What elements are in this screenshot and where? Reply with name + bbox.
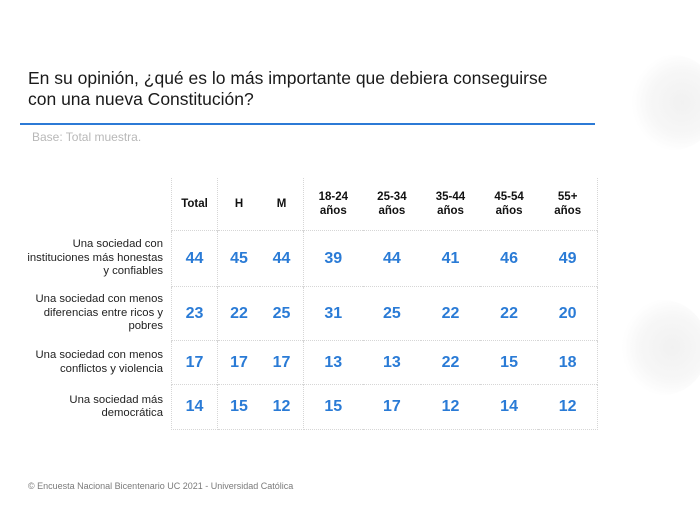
value-cell-m: 17 [260, 340, 304, 385]
row-label: Una sociedad más democrática [20, 385, 172, 430]
background-decoration [628, 55, 700, 150]
table-row: Una sociedad con menos conflictos y viole… [20, 340, 598, 385]
value-cell-18-24: 13 [303, 340, 363, 385]
column-header-text: M [276, 198, 287, 210]
value-cell-55-plus: 18 [538, 340, 598, 385]
value-cell-25-34: 13 [362, 340, 422, 385]
question-title: En su opinión, ¿qué es lo más importante… [28, 68, 588, 110]
table-header-row: Total H M 18-24 años 25-34 años 35-44 [20, 178, 598, 231]
row-label: Una sociedad con instituciones más honest… [20, 231, 172, 287]
column-header-subtext: años [437, 205, 464, 217]
column-header-subtext: años [554, 205, 582, 217]
row-label-line: y confiables [103, 265, 163, 278]
value-cell-35-44: 12 [421, 384, 480, 430]
value-cell-35-44: 22 [421, 340, 480, 385]
row-label-line: pobres [128, 320, 163, 333]
column-header-m: M [260, 178, 304, 231]
row-label-line: instituciones más honestas [27, 251, 163, 264]
table-row: Una sociedad con menos diferencias entre … [20, 286, 598, 341]
value-cell-total: 44 [171, 230, 218, 287]
column-header-text: 55+ [557, 191, 578, 203]
value-cell-25-34: 17 [362, 384, 422, 430]
column-header-25-34: 25-34 años [363, 178, 422, 231]
column-header-text: 45-54 [494, 191, 524, 203]
value-cell-total: 14 [171, 384, 218, 430]
value-cell-45-54: 14 [479, 384, 539, 430]
value-cell-55-plus: 12 [538, 384, 598, 430]
value-cell-m: 25 [260, 286, 304, 341]
value-cell-55-plus: 49 [538, 230, 598, 287]
value-cell-18-24: 39 [303, 230, 363, 287]
column-header-text: 25-34 [377, 191, 407, 203]
row-label: Una sociedad con menos diferencias entre … [20, 287, 172, 341]
value-cell-25-34: 44 [362, 230, 422, 287]
row-label-line: conflictos y violencia [60, 362, 163, 375]
column-header-text: 18-24 [318, 191, 348, 203]
value-cell-h: 45 [217, 230, 260, 287]
column-header-subtext: años [495, 205, 523, 217]
column-header-subtext: años [319, 205, 347, 217]
column-header-text: 35-44 [435, 191, 466, 203]
value-cell-35-44: 41 [421, 230, 480, 287]
row-label-line: diferencias entre ricos y [43, 306, 163, 319]
row-label-line: Una sociedad con [72, 238, 163, 251]
value-cell-m: 12 [260, 384, 304, 430]
value-cell-25-34: 25 [362, 286, 422, 341]
table-row: Una sociedad con instituciones más honest… [20, 230, 598, 287]
value-cell-45-54: 46 [479, 230, 539, 287]
row-label-header [20, 178, 172, 231]
value-cell-m: 44 [260, 230, 304, 287]
results-table: Total H M 18-24 años 25-34 años 35-44 [20, 178, 598, 430]
value-cell-35-44: 22 [421, 286, 480, 341]
value-cell-h: 17 [217, 340, 260, 385]
value-cell-18-24: 15 [303, 384, 363, 430]
column-header-total: Total [171, 178, 218, 231]
background-decoration [618, 300, 700, 395]
value-cell-18-24: 31 [303, 286, 363, 341]
row-label-line: Una sociedad con menos [35, 349, 163, 361]
title-underline [20, 123, 595, 125]
value-cell-55-plus: 20 [538, 286, 598, 341]
value-cell-45-54: 15 [479, 340, 539, 385]
column-header-subtext: años [378, 205, 406, 217]
column-header-18-24: 18-24 años [304, 178, 363, 231]
value-cell-total: 23 [171, 286, 218, 341]
footer-copyright: © Encuesta Nacional Bicentenario UC 2021… [28, 481, 294, 491]
question-title-line-2: con una nueva Constitución? [28, 89, 254, 109]
value-cell-h: 15 [217, 384, 260, 430]
row-label: Una sociedad con menos conflictos y viole… [20, 341, 172, 385]
value-cell-total: 17 [171, 340, 218, 385]
row-label-line: Una sociedad con menos [35, 293, 163, 306]
row-label-line: democrática [101, 407, 163, 419]
column-header-55-plus: 55+ años [538, 178, 598, 231]
question-title-line-1: En su opinión, ¿qué es lo más importante… [28, 68, 548, 88]
column-header-35-44: 35-44 años [421, 178, 480, 231]
column-header-text: H [234, 198, 244, 210]
base-note: Base: Total muestra. [32, 130, 142, 144]
value-cell-45-54: 22 [479, 286, 539, 341]
column-header-45-54: 45-54 años [480, 178, 539, 231]
column-header-h: H [218, 178, 261, 231]
value-cell-h: 22 [217, 286, 260, 341]
row-label-line: Una sociedad más [69, 393, 163, 406]
column-header-text: Total [181, 198, 208, 210]
table-row: Una sociedad más democrática 14 15 12 15 17 12 1… [20, 384, 598, 430]
